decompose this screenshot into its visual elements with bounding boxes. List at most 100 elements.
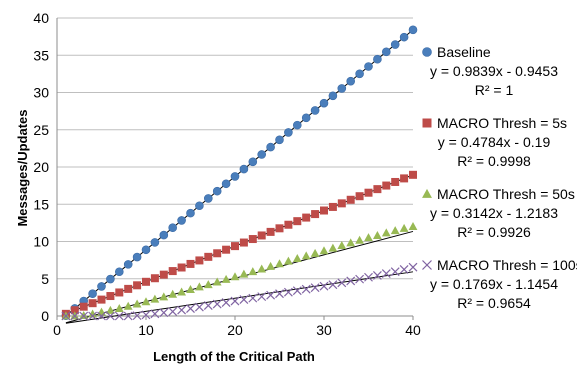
legend-equation: y = 0.1769x - 1.1454	[430, 276, 558, 292]
data-point-series-1	[328, 91, 338, 101]
data-point-series-3	[292, 254, 302, 263]
y-tick-label: 25	[33, 122, 49, 138]
x-marker-stroke	[79, 311, 89, 321]
data-point-series-4	[88, 311, 98, 321]
data-point-series-2	[311, 210, 320, 219]
x-marker-stroke	[364, 272, 373, 282]
data-point-series-2	[231, 242, 239, 251]
data-point-series-2	[400, 174, 409, 183]
x-marker-stroke	[328, 280, 338, 290]
x-marker-stroke	[381, 269, 391, 278]
data-point-series-1	[115, 267, 124, 277]
x-marker-stroke	[248, 293, 258, 303]
y-tick-label: 40	[33, 10, 49, 26]
data-point-series-1	[159, 230, 169, 240]
data-point-series-4	[372, 270, 382, 280]
data-point-series-4	[168, 307, 178, 316]
data-point-series-3	[364, 233, 373, 242]
data-point-series-2	[195, 256, 204, 265]
legend: Baseline y = 0.9839x - 0.9453 R² = 1 MACRO …	[422, 44, 577, 311]
y-tick-label: 5	[41, 271, 49, 287]
x-marker-stroke	[61, 311, 71, 321]
x-marker-stroke	[310, 283, 320, 293]
data-point-series-1	[204, 194, 213, 203]
data-point-series-3	[168, 289, 178, 298]
data-point-series-1	[177, 216, 186, 225]
data-point-series-1	[195, 201, 204, 211]
x-marker-stroke	[399, 265, 409, 274]
data-point-series-2	[204, 252, 213, 261]
data-point-series-3	[275, 259, 284, 268]
x-marker-stroke	[150, 309, 160, 319]
data-point-series-1	[319, 98, 329, 108]
data-point-series-3	[106, 305, 115, 314]
x-marker-stroke	[186, 304, 195, 313]
data-point-series-3	[301, 251, 311, 260]
data-point-series-3	[132, 299, 142, 308]
data-point-series-1	[364, 62, 373, 71]
data-point-series-3	[230, 272, 240, 281]
x-marker-stroke	[372, 270, 382, 280]
data-point-series-2	[177, 263, 186, 272]
data-point-series-1	[399, 32, 409, 42]
data-point-series-4	[275, 289, 284, 299]
x-marker-stroke	[221, 298, 231, 308]
x-marker-stroke	[123, 311, 133, 321]
data-point-series-2	[266, 227, 275, 236]
data-point-series-1	[408, 25, 418, 35]
gridlines	[57, 17, 413, 280]
data-point-series-3	[150, 294, 160, 303]
legend-series-name: MACRO Thresh = 100s	[437, 257, 577, 273]
trendline-series-2	[65, 174, 414, 315]
x-marker-stroke	[230, 296, 240, 306]
data-point-series-3	[186, 284, 195, 293]
data-point-series-2	[337, 199, 346, 208]
x-marker-stroke	[390, 267, 400, 277]
data-point-series-4	[266, 290, 276, 300]
x-marker-stroke	[212, 299, 222, 309]
data-point-series-4	[221, 298, 231, 308]
data-point-series-1	[168, 223, 177, 233]
data-point-series-1	[141, 245, 151, 255]
data-point-series-3	[355, 235, 364, 244]
legend-entry-1: Baseline y = 0.9839x - 0.9453 R² = 1	[422, 44, 558, 98]
data-point-series-4	[186, 304, 195, 313]
data-point-series-2	[364, 188, 373, 197]
legend-series-name: MACRO Thresh = 5s	[437, 115, 567, 131]
data-point-series-2	[142, 277, 150, 286]
data-point-series-2	[320, 206, 328, 215]
trendlines	[65, 29, 414, 324]
data-point-series-4	[364, 272, 373, 282]
data-point-series-2	[257, 231, 266, 240]
y-axis-title: Messages/Updates	[15, 109, 30, 226]
x-marker-stroke	[105, 311, 115, 321]
data-point-series-3	[88, 309, 97, 318]
data-point-series-4	[239, 295, 249, 305]
data-point-series-1	[310, 106, 320, 115]
x-tick-label: 30	[316, 322, 332, 338]
data-point-series-4	[381, 269, 391, 278]
data-point-series-2	[391, 177, 400, 186]
x-marker-stroke	[283, 287, 293, 297]
x-marker-stroke	[355, 274, 365, 284]
data-point-series-3	[257, 264, 267, 273]
data-point-series-4	[408, 262, 418, 272]
data-point-series-3	[399, 223, 409, 232]
x-marker-stroke	[177, 305, 187, 315]
data-point-series-2	[168, 267, 177, 276]
y-tick-label: 35	[33, 47, 49, 63]
data-point-series-1	[266, 142, 275, 152]
data-point-series-3	[337, 240, 347, 249]
data-point-series-2	[302, 213, 311, 222]
data-point-series-1	[97, 282, 106, 291]
data-point-series-2	[150, 274, 159, 283]
x-marker-stroke	[275, 289, 284, 299]
data-point-series-3	[79, 311, 89, 320]
legend-equation: y = 0.4784x - 0.19	[438, 134, 551, 150]
x-marker-stroke	[159, 308, 169, 318]
x-tick-label: 10	[138, 322, 154, 338]
data-point-series-2	[97, 295, 106, 304]
data-point-series-4	[301, 284, 311, 294]
x-marker-stroke	[301, 284, 311, 294]
x-marker-stroke	[422, 260, 432, 270]
